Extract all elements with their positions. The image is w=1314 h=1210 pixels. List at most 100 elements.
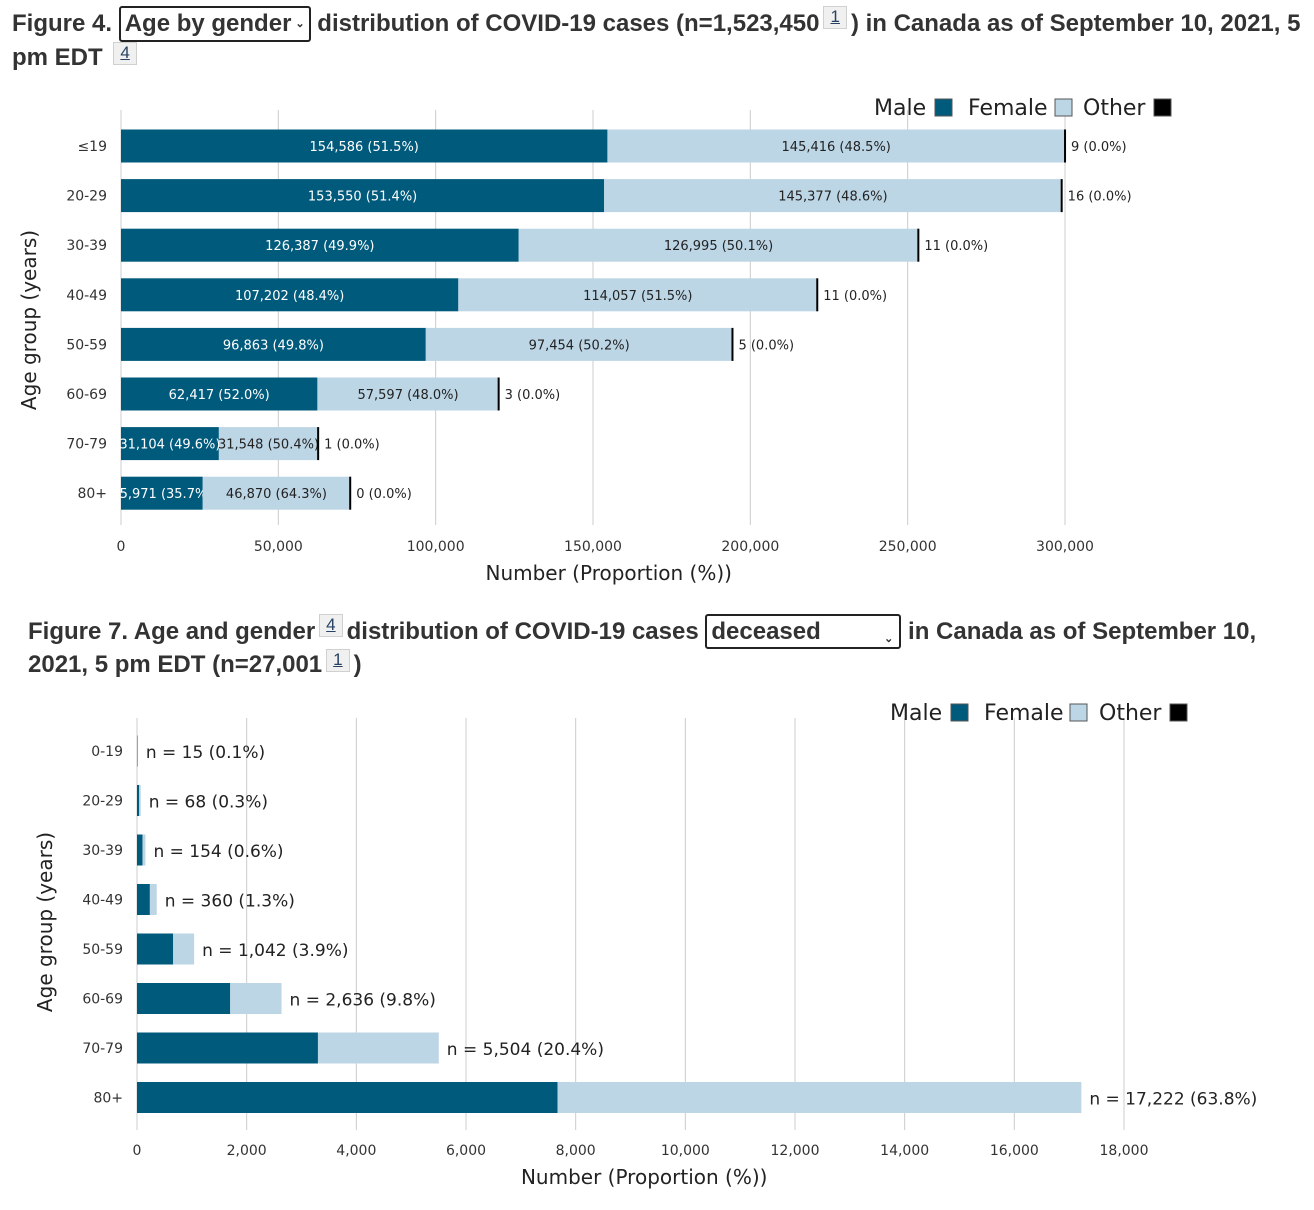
footnote-link[interactable]: 4 (113, 42, 137, 66)
bar-female (173, 933, 195, 965)
y-tick-label: 40-49 (82, 893, 123, 909)
bar-male (121, 476, 203, 510)
bar-total-label: n = 15 (0.1%) (146, 743, 265, 763)
bar-other-label: 9 (0.0%) (1071, 140, 1127, 155)
y-tick-label: 80+ (77, 486, 107, 502)
legend-label: Female (984, 701, 1064, 726)
chevron-down-icon: ⌄ (295, 18, 305, 31)
x-axis-title: Number (Proportion (%)) (485, 561, 731, 585)
bar-male (121, 278, 459, 312)
bar-female (142, 834, 146, 866)
bar-female (604, 179, 1062, 213)
legend-swatch (1153, 98, 1172, 117)
y-tick-label: 60-69 (82, 992, 123, 1008)
y-tick-label: 50-59 (82, 942, 123, 958)
y-tick-label: 0-19 (91, 744, 123, 760)
legend-label: Female (968, 96, 1048, 121)
bar-male (137, 834, 143, 866)
bar-female (607, 129, 1066, 163)
bar-male (137, 1032, 318, 1064)
bar-other-label: 11 (0.0%) (924, 239, 988, 254)
y-tick-label: 20-29 (66, 189, 107, 205)
bar-male-label: 31,104 (49.6%) (119, 438, 220, 453)
y-tick-label: 70-79 (66, 437, 107, 453)
x-axis-title: Number (Proportion (%)) (521, 1165, 767, 1189)
y-tick-label: 80+ (93, 1091, 123, 1107)
bar-female (149, 884, 157, 915)
bar-total-label: n = 360 (1.3%) (165, 892, 295, 912)
x-tick-label: 6,000 (446, 1143, 486, 1159)
bar-male-label: 62,417 (52.0%) (169, 388, 270, 403)
bar-male (137, 1082, 558, 1113)
bar-male-label: 153,550 (51.4%) (308, 190, 417, 205)
bar-other-label: 3 (0.0%) (505, 388, 561, 403)
bar-male-label: 107,202 (48.4%) (235, 289, 344, 304)
bar-other-label: 5 (0.0%) (738, 338, 794, 353)
x-tick-label: 0 (117, 539, 126, 555)
bar-female-label: 145,377 (48.6%) (778, 190, 887, 205)
legend-swatch (1169, 703, 1188, 722)
y-tick-label: ≤19 (77, 139, 107, 155)
bar-male (121, 377, 318, 411)
bar-female-label: 126,995 (50.1%) (664, 239, 773, 254)
x-tick-label: 14,000 (880, 1143, 929, 1159)
figure-7-case-status-select[interactable]: deceased ⌄ (705, 614, 902, 649)
bar-male (121, 427, 219, 461)
x-tick-label: 4,000 (336, 1143, 376, 1159)
y-tick-label: 70-79 (82, 1041, 123, 1057)
bar-male (137, 884, 150, 915)
bar-other-label: 0 (0.0%) (356, 487, 412, 502)
bar-female (557, 1082, 1082, 1113)
bar-female-label: 31,548 (50.4%) (218, 438, 319, 453)
figure-7-select-value: deceased (711, 618, 821, 645)
figure-7-title-prefix: Figure 7. Age and gender (28, 618, 316, 645)
x-tick-label: 250,000 (879, 539, 937, 555)
figure-4-title-mid: distribution of COVID-19 cases (n=1,523,… (317, 10, 820, 37)
x-tick-label: 200,000 (721, 539, 779, 555)
bar-female (202, 476, 351, 510)
figure-4-select-value: Age by gender (124, 10, 292, 37)
bar-total-label: n = 17,222 (63.8%) (1089, 1090, 1257, 1110)
x-tick-label: 100,000 (407, 539, 465, 555)
legend-swatch (950, 703, 969, 722)
footnote-link[interactable]: 1 (823, 6, 847, 29)
figure-4-chart: 0 50,000 100,000 150,000 200,000 250,000 300,0… (17, 96, 1172, 585)
x-tick-label: 0 (133, 1143, 142, 1159)
x-tick-label: 150,000 (564, 539, 622, 555)
y-axis-title: Age group (years) (17, 230, 41, 410)
y-tick-label: 50-59 (66, 337, 107, 353)
figure-7-chart: 0 2,000 4,000 6,000 8,000 10,000 12,000 14,000 1… (33, 701, 1257, 1189)
bar-female (230, 983, 282, 1014)
x-tick-label: 50,000 (254, 539, 303, 555)
bar-male (137, 983, 231, 1014)
bar-other-label: 16 (0.0%) (1068, 190, 1132, 205)
bar-male-label: 126,387 (49.9%) (265, 239, 374, 254)
bar-total-label: n = 1,042 (3.9%) (202, 941, 348, 961)
bar-male (121, 129, 608, 163)
figure-4-chart-type-select[interactable]: Age by gender ⌄ (118, 6, 311, 43)
legend-label: Male (890, 701, 942, 726)
bar-female-label: 46,870 (64.3%) (226, 487, 327, 502)
x-tick-label: 18,000 (1100, 1143, 1149, 1159)
bar-female (317, 377, 499, 411)
figure-4-title-suffix: ) in Canada as of September 10, 2021, 5 … (12, 10, 1301, 72)
figure-4-title-prefix: Figure 4. (12, 10, 113, 37)
bar-female-label: 57,597 (48.0%) (357, 388, 458, 403)
footnote-link[interactable]: 1 (326, 649, 350, 672)
bar-female (425, 327, 733, 361)
bar-total-label: n = 68 (0.3%) (149, 793, 268, 813)
y-tick-label: 30-39 (66, 238, 107, 254)
bar-female (458, 278, 818, 312)
figure-7-title-suffix: in Canada as of September 10, 2021, 5 pm… (28, 618, 1257, 678)
y-tick-label: 20-29 (82, 794, 123, 810)
bar-total-label: n = 5,504 (20.4%) (447, 1040, 604, 1060)
y-tick-label: 60-69 (66, 387, 107, 403)
y-tick-label: 30-39 (82, 843, 123, 859)
x-tick-label: 16,000 (990, 1143, 1039, 1159)
bar-male (121, 179, 605, 213)
footnote-link[interactable]: 4 (319, 614, 343, 637)
x-tick-label: 8,000 (556, 1143, 596, 1159)
bar-male (137, 785, 140, 816)
bar-total-label: n = 2,636 (9.8%) (290, 991, 436, 1011)
bar-female (317, 1032, 439, 1064)
